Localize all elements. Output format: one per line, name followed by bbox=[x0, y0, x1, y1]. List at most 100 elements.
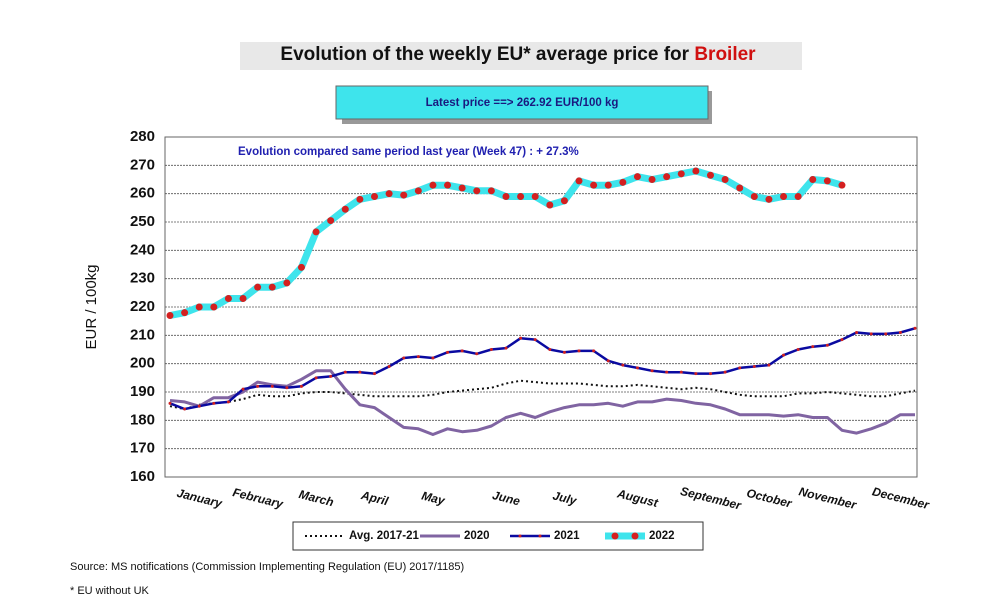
series-marker bbox=[780, 193, 788, 200]
series-marker bbox=[371, 193, 379, 200]
series-marker bbox=[226, 400, 230, 404]
series-marker bbox=[736, 184, 744, 192]
series-marker bbox=[210, 303, 218, 311]
latest-unit: EUR/100 kg bbox=[555, 97, 618, 109]
series-marker bbox=[297, 263, 305, 271]
series-marker bbox=[531, 193, 539, 200]
series-marker bbox=[782, 353, 786, 357]
latest-box bbox=[335, 85, 709, 120]
series-marker bbox=[254, 283, 262, 291]
series-marker bbox=[285, 386, 289, 390]
series-marker bbox=[796, 348, 800, 351]
series-line bbox=[169, 369, 915, 436]
series-marker bbox=[621, 363, 625, 367]
series-marker bbox=[577, 349, 581, 353]
series-marker bbox=[767, 363, 771, 367]
series-marker bbox=[706, 171, 714, 179]
series-marker bbox=[809, 176, 817, 183]
series-marker bbox=[283, 279, 291, 287]
series-marker bbox=[823, 177, 831, 185]
series-marker bbox=[197, 404, 201, 408]
series-marker bbox=[385, 190, 393, 198]
latest-label: Latest price ==> bbox=[426, 97, 514, 109]
series-marker bbox=[256, 384, 260, 388]
series-marker bbox=[663, 173, 671, 181]
legend-label: Avg. 2017-21 bbox=[349, 530, 419, 542]
series-line bbox=[169, 327, 916, 411]
series-marker bbox=[855, 331, 859, 334]
series-marker bbox=[268, 283, 276, 291]
series-marker bbox=[458, 184, 466, 192]
series-marker bbox=[590, 181, 598, 189]
legend-label: 2022 bbox=[649, 530, 675, 542]
series-marker bbox=[431, 356, 435, 360]
chart-title: Evolution of the weekly EU* average pric… bbox=[280, 44, 756, 65]
series-marker bbox=[460, 349, 464, 353]
footnote: * EU without UK bbox=[70, 585, 150, 597]
series-marker bbox=[633, 173, 641, 181]
x-tick-label: March bbox=[297, 487, 335, 509]
series-marker bbox=[650, 369, 654, 373]
x-tick-label: April bbox=[359, 488, 391, 509]
series-marker bbox=[723, 370, 727, 374]
series-marker bbox=[270, 384, 274, 388]
series-marker bbox=[356, 195, 364, 203]
series-marker bbox=[562, 350, 566, 354]
series-marker bbox=[752, 365, 756, 368]
y-tick-label: 270 bbox=[130, 156, 155, 173]
y-tick-label: 260 bbox=[130, 185, 155, 202]
x-tick-label: May bbox=[420, 489, 447, 509]
x-tick-label: November bbox=[797, 484, 859, 512]
y-tick-label: 180 bbox=[130, 411, 155, 428]
series-marker bbox=[241, 387, 245, 391]
series-marker bbox=[825, 343, 829, 347]
title-shadow bbox=[240, 42, 802, 70]
series-marker bbox=[343, 370, 347, 374]
series-marker bbox=[224, 295, 232, 302]
series-marker bbox=[299, 384, 303, 388]
series-marker bbox=[750, 193, 758, 200]
legend-marker bbox=[538, 534, 542, 538]
y-tick-label: 240 bbox=[130, 241, 155, 258]
legend-marker bbox=[611, 532, 619, 540]
series-marker bbox=[679, 370, 683, 374]
series-marker bbox=[444, 181, 452, 189]
series-marker bbox=[329, 374, 333, 378]
series-marker bbox=[794, 193, 802, 200]
series-marker bbox=[548, 348, 552, 351]
series-marker bbox=[898, 331, 902, 334]
series-marker bbox=[400, 191, 408, 199]
y-tick-label: 170 bbox=[130, 440, 155, 457]
series-marker bbox=[489, 348, 493, 351]
y-tick-label: 190 bbox=[130, 383, 155, 400]
legend-label: 2020 bbox=[464, 530, 490, 542]
series-marker bbox=[913, 326, 917, 330]
series-marker bbox=[765, 195, 773, 203]
series-marker bbox=[475, 352, 479, 356]
series-marker bbox=[635, 366, 639, 370]
series-marker bbox=[402, 356, 406, 360]
series-marker bbox=[519, 336, 523, 340]
series-marker bbox=[429, 181, 437, 189]
series-marker bbox=[606, 359, 610, 363]
series-marker bbox=[327, 217, 335, 225]
series-marker bbox=[168, 401, 172, 405]
series-marker bbox=[341, 205, 349, 213]
series-marker bbox=[546, 201, 554, 209]
series-marker bbox=[619, 178, 627, 186]
x-tick-label: October bbox=[745, 486, 794, 511]
x-tick-label: July bbox=[551, 488, 579, 508]
series-marker bbox=[560, 197, 568, 205]
series-marker bbox=[708, 372, 712, 376]
y-tick-label: 220 bbox=[130, 298, 155, 315]
series-marker bbox=[487, 187, 495, 195]
series-marker bbox=[869, 332, 873, 336]
series-marker bbox=[840, 338, 844, 342]
series-line bbox=[169, 379, 916, 410]
series-marker bbox=[721, 176, 729, 183]
title-text: Evolution of the weekly EU* average pric… bbox=[280, 44, 689, 65]
series-marker bbox=[648, 176, 656, 183]
y-tick-label: 200 bbox=[130, 355, 155, 372]
legend-marker bbox=[631, 532, 639, 540]
